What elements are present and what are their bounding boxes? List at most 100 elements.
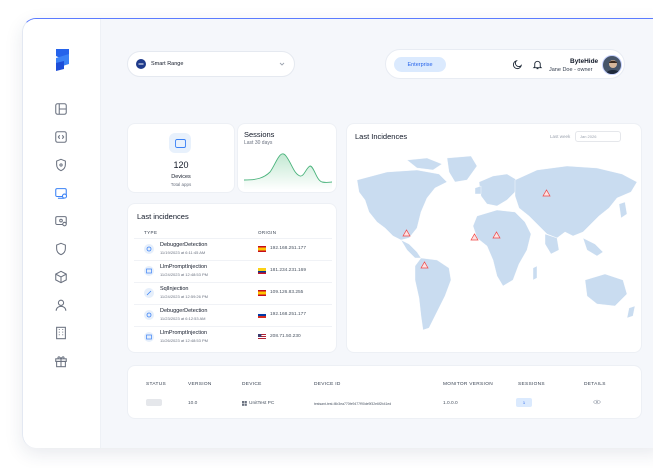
nav-code[interactable] xyxy=(51,127,71,147)
incidence-type: DebuggerDetection xyxy=(160,242,208,248)
map-alert-markers xyxy=(402,189,551,269)
org-name: ByteHide xyxy=(570,58,599,65)
device-version: 10.0 xyxy=(188,401,198,406)
sessions-count-badge[interactable]: 1 xyxy=(516,398,532,407)
alert-marker-icon xyxy=(402,229,411,237)
device-monitor-icon xyxy=(55,188,68,199)
chevron-down-icon xyxy=(279,62,285,66)
nav-users[interactable] xyxy=(51,295,71,315)
col-header-origin: ORIGIN xyxy=(258,230,277,235)
flag-co-icon xyxy=(258,268,266,274)
smart-range-select[interactable]: Smart Range xyxy=(127,51,295,77)
incidence-row[interactable]: LlmPromptInjection 11/26/2023 at 12:48:5… xyxy=(134,326,332,347)
col-header-sessions: SESSIONS xyxy=(518,382,545,387)
incidence-date: 11/26/2023 at 12:48:53 PM xyxy=(160,338,208,343)
col-header-monitor-version: MONITOR VERSION xyxy=(443,382,493,387)
theme-toggle-icon[interactable] xyxy=(512,59,523,70)
plan-badge[interactable]: Enterprise xyxy=(394,57,446,72)
nav-secrets[interactable] xyxy=(51,155,71,175)
monitor-version: 1.0.0.0 xyxy=(443,401,458,406)
sessions-title: Sessions xyxy=(244,130,275,139)
incidence-type: DebuggerDetection xyxy=(160,308,208,314)
incidence-type: LlmPromptInjection xyxy=(160,330,208,336)
incidence-row[interactable]: DebuggerDetection 11/19/2023 at 6:11:45 … xyxy=(134,238,332,259)
alert-marker-icon xyxy=(470,233,479,241)
cube-icon xyxy=(55,270,67,284)
nav-shield[interactable] xyxy=(51,239,71,259)
devices-count: 120 xyxy=(173,160,189,170)
incidence-ip: 192.168.251.177 xyxy=(270,312,307,317)
sessions-sparkline xyxy=(243,153,333,190)
flag-us-icon xyxy=(258,334,266,340)
col-header-type: TYPE xyxy=(144,230,158,235)
nav-dashboard[interactable] xyxy=(51,99,71,119)
alert-marker-icon xyxy=(542,189,551,197)
incidence-ip: 192.168.251.177 xyxy=(270,246,307,251)
alert-marker-icon xyxy=(420,261,429,269)
incidence-date: 11/24/2023 at 12:59:26 PM xyxy=(160,294,208,299)
building-icon xyxy=(56,326,66,340)
time-range-select[interactable]: Jan 2026 xyxy=(575,131,621,142)
flag-es-icon xyxy=(258,246,266,252)
time-range-label: Last week xyxy=(550,134,571,139)
incidence-date: 11/19/2023 at 6:11:45 AM xyxy=(160,250,206,255)
incidence-ip: 208.71.50.230 xyxy=(270,334,301,339)
nav-device-settings[interactable] xyxy=(51,211,71,231)
prompt-injection-icon xyxy=(144,266,154,276)
flag-es-icon xyxy=(258,290,266,296)
col-header-device-id: DEVICE ID xyxy=(314,382,341,387)
last-incidences-card: Last incidences TYPE ORIGIN DebuggerDete… xyxy=(127,203,337,353)
col-header-version: VERSION xyxy=(188,382,212,387)
details-eye-icon[interactable] xyxy=(593,398,601,406)
col-header-details: DETAILS xyxy=(584,382,606,387)
dashboard-icon xyxy=(55,103,67,115)
nav-gifts[interactable] xyxy=(51,351,71,371)
devices-table: STATUS VERSION DEVICE DEVICE ID MONITOR … xyxy=(127,365,642,419)
sessions-card: Sessions Last 30 days xyxy=(237,123,337,193)
world-map xyxy=(356,155,638,331)
incidence-row[interactable]: SqlInjection 11/24/2023 at 12:59:26 PM 1… xyxy=(134,282,332,303)
prompt-injection-icon xyxy=(144,332,154,342)
devices-label: Devices xyxy=(171,174,191,180)
flag-ru-icon xyxy=(258,312,266,318)
shield-icon xyxy=(56,242,66,256)
sql-injection-icon xyxy=(144,288,154,298)
device-id: testsant-test-f4b3ea770fe9477f90de9f32e6… xyxy=(314,402,392,406)
top-right-bar: Enterprise ByteHide Jane Doe - owner xyxy=(385,49,625,79)
range-select-label: Smart Range xyxy=(151,61,184,67)
map-title: Last Incidences xyxy=(355,132,408,141)
col-header-device: DEVICE xyxy=(242,382,262,387)
debugger-icon xyxy=(144,310,154,320)
windows-icon xyxy=(242,401,247,406)
incidence-type: LlmPromptInjection xyxy=(160,264,208,270)
last-incidences-title: Last incidences xyxy=(137,212,189,221)
incidence-row[interactable]: LlmPromptInjection 11/24/2023 at 12:48:5… xyxy=(134,260,332,281)
nav-packages[interactable] xyxy=(51,267,71,287)
bytehide-logo[interactable] xyxy=(53,49,71,71)
alert-marker-icon xyxy=(492,231,501,239)
devices-summary-card: 120 Devices Total apps xyxy=(127,123,235,193)
app-window: Smart Range Enterprise ByteHide Jane Doe… xyxy=(22,18,653,448)
shield-lock-icon xyxy=(56,158,66,172)
notification-bell-icon[interactable] xyxy=(532,59,543,70)
user-icon xyxy=(55,299,67,311)
sessions-subtitle: Last 30 days xyxy=(244,140,273,146)
user-role: Jane Doe - owner xyxy=(549,67,593,73)
avatar[interactable] xyxy=(602,55,622,75)
col-header-status: STATUS xyxy=(146,382,167,387)
device-name: UnitTest PC xyxy=(249,401,275,406)
incidence-date: 11/23/2023 at 6:12:53 AM xyxy=(160,316,206,321)
incidence-type: SqlInjection xyxy=(160,286,189,292)
code-icon xyxy=(55,131,67,143)
nav-monitor[interactable] xyxy=(51,183,71,203)
incidence-row[interactable]: DebuggerDetection 11/23/2023 at 6:12:53 … xyxy=(134,304,332,325)
debugger-icon xyxy=(144,244,154,254)
devices-sub-label: Total apps xyxy=(170,182,192,187)
incidence-ip: 109.126.83.255 xyxy=(270,290,304,295)
incidence-date: 11/24/2023 at 12:48:53 PM xyxy=(160,272,208,277)
device-settings-icon xyxy=(55,216,67,227)
range-indicator-icon xyxy=(136,59,146,69)
incidences-map-card: Last Incidences Last week Jan 2026 xyxy=(346,123,642,353)
gift-icon xyxy=(55,356,67,368)
nav-organization[interactable] xyxy=(51,323,71,343)
